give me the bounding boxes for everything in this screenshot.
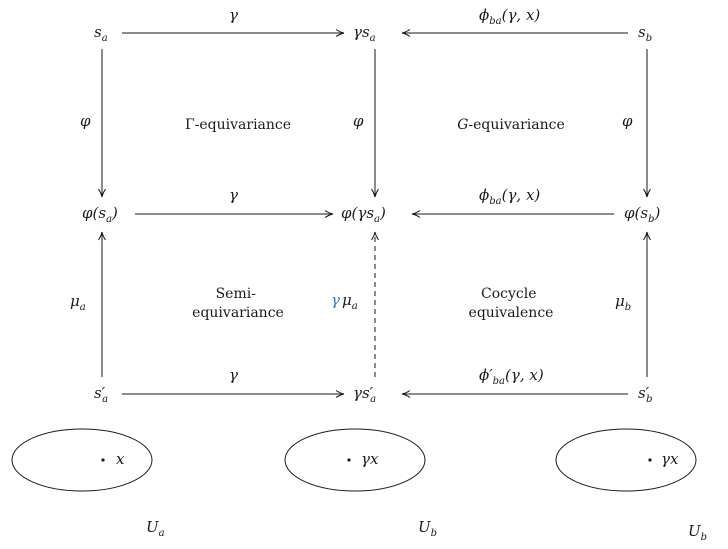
region-semi-equivariance: Semi- equivariance [192,286,284,321]
label-phi-mid: φ [353,112,364,130]
node-gamma-s-prime-a: γs′a [353,384,376,405]
chart-point-dot [648,458,652,462]
chart-ellipse-u-b-right [555,428,697,492]
chart-point-gamma-x-right: γx [661,450,679,468]
label-top-right: ϕba(γ, x) [479,6,540,27]
node-phi-s-a: φ(sa) [82,204,118,225]
region-cocycle-equivalence: Cocycle equivalence [469,286,554,321]
chart-ellipse-u-b-mid [284,428,426,492]
label-mid-right: ϕba(γ, x) [479,186,540,207]
label-mu-a: μa [70,292,86,313]
label-bottom-left: γ [229,366,238,384]
label-bottom-right: ϕ′ba(γ, x) [479,366,544,387]
chart-point-gamma-x-mid: γx [361,450,379,468]
region-gamma-equivariance: Γ-equivariance [185,117,291,133]
label-top-left: γ [229,6,238,24]
chart-label-u-b-right: Ub [688,522,707,543]
chart-point-dot [101,458,105,462]
node-gamma-s-a: γsa [353,23,376,44]
label-phi-right: φ [622,112,633,130]
label-mid-left: γ [229,186,238,204]
label-mu-b: μb [615,292,631,313]
chart-point-x: x [116,450,125,468]
label-gamma-mu-a: γ μa [331,291,358,312]
node-s-prime-b: s′b [638,384,653,405]
chart-point-dot [347,458,351,462]
chart-label-u-b-mid: Ub [418,518,437,539]
node-phi-s-b: φ(sb) [624,204,660,225]
chart-label-u-a: Ua [146,518,165,539]
node-s-b: sb [638,23,652,44]
node-phi-gamma-s-a: φ(γsa) [341,204,386,225]
region-g-equivariance: G-equivariance [457,117,565,133]
node-s-prime-a: s′a [94,384,108,405]
chart-ellipse-u-a [11,428,153,492]
label-phi-left: φ [80,112,91,130]
node-s-a: sa [94,23,108,44]
